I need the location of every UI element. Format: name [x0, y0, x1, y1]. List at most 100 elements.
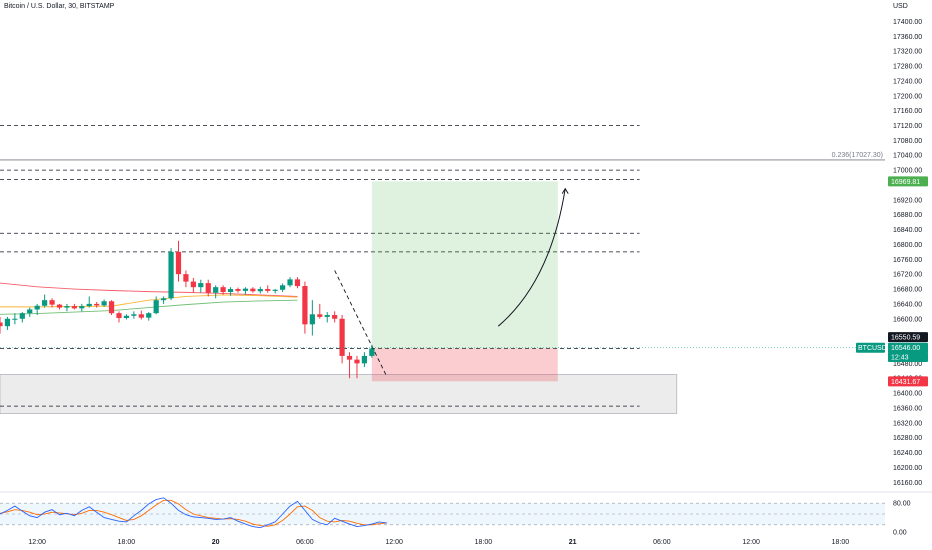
candle-body: [242, 288, 249, 291]
candle-body: [294, 279, 301, 287]
stop-zone: [371, 348, 558, 382]
candle-body: [302, 286, 308, 325]
price-axis-tick: 17200.00: [893, 93, 922, 100]
projection-arrow: [497, 188, 566, 327]
candle-body: [64, 306, 70, 308]
price-axis-tick: 17320.00: [893, 49, 922, 56]
time-axis-tick: 18:00: [832, 539, 850, 546]
candle-body: [280, 285, 286, 290]
price-axis-tick: 17080.00: [893, 138, 922, 145]
time-axis-tick: 20: [212, 539, 220, 546]
price-axis-tick: 16840.00: [893, 227, 922, 234]
price-axis-unit: USD: [893, 3, 908, 10]
symbol-tag-label: BTCUSD: [858, 345, 887, 352]
candle-body: [265, 289, 271, 291]
price-axis-tick: 16480.00: [893, 361, 922, 368]
price-axis-tick: 17000.00: [893, 168, 922, 175]
candle-body: [339, 318, 345, 356]
candle-body: [332, 315, 338, 319]
candle-body: [0, 322, 3, 327]
candle-body: [153, 300, 159, 314]
candle-body: [324, 315, 330, 317]
candle-body: [79, 306, 85, 309]
time-axis-tick: 12:00: [28, 539, 46, 546]
candle-body: [86, 303, 92, 307]
moving-average-line: [0, 294, 298, 308]
price-axis-tick: 16280.00: [893, 435, 922, 442]
time-axis-tick: 12:00: [385, 539, 403, 546]
price-axis-tick: 16400.00: [893, 391, 922, 398]
price-axis-tick: 16720.00: [893, 272, 922, 279]
candle-body: [287, 279, 293, 286]
price-tag-label: 16431.67: [891, 379, 920, 386]
price-tag: [888, 352, 928, 363]
stoch-scale-label: 80.00: [893, 501, 911, 508]
price-tag-label: 16546.00: [891, 345, 920, 352]
candle-body: [317, 314, 323, 317]
price-axis-tick: 16360.00: [893, 405, 922, 412]
candle-body: [190, 281, 196, 288]
candle-body: [369, 348, 375, 356]
candle-body: [272, 289, 278, 291]
candle-body: [227, 289, 234, 292]
candle-body: [56, 304, 63, 308]
candle-body: [146, 313, 152, 318]
moving-average-line: [0, 282, 298, 297]
candle-body: [71, 306, 77, 309]
time-axis-tick: 18:00: [475, 539, 493, 546]
candle-body: [4, 318, 11, 327]
price-axis-tick: 17240.00: [893, 78, 922, 85]
price-axis-tick: 16240.00: [893, 450, 922, 457]
candle-body: [361, 355, 368, 364]
candle-body: [138, 314, 144, 318]
price-axis-tick: 16160.00: [893, 480, 922, 487]
candle-body: [198, 283, 204, 288]
candle-body: [34, 305, 40, 310]
price-axis-tick: 16680.00: [893, 287, 922, 294]
candle-body: [19, 313, 25, 319]
candle-body: [257, 289, 263, 292]
candle-body: [354, 359, 360, 364]
price-axis-tick: 17400.00: [893, 19, 922, 26]
arrow-head-icon: [561, 187, 569, 194]
candle-body: [108, 301, 115, 314]
candle-body: [205, 283, 211, 293]
price-axis-tick: 16800.00: [893, 242, 922, 249]
price-axis-tick: 16760.00: [893, 257, 922, 264]
target-zone: [371, 181, 558, 349]
price-axis-tick: 16200.00: [893, 465, 922, 472]
price-axis-tick: 16600.00: [893, 316, 922, 323]
time-axis-tick: 12:00: [742, 539, 760, 546]
candle-body: [168, 251, 174, 299]
candle-body: [213, 287, 219, 293]
moving-average-line: [0, 299, 298, 315]
candle-body: [27, 309, 33, 314]
price-axis-tick: 16920.00: [893, 197, 922, 204]
support-zone: [0, 374, 678, 414]
price-axis-tick: 17280.00: [893, 64, 922, 71]
candle-body: [161, 298, 167, 301]
candle-body: [220, 287, 226, 292]
price-axis-tick: 16880.00: [893, 212, 922, 219]
time-axis-tick: 06:00: [296, 539, 314, 546]
price-tag-label: 12:43: [891, 355, 909, 362]
candle-body: [49, 300, 55, 305]
price-axis-tick: 16640.00: [893, 301, 922, 308]
candle-body: [309, 314, 315, 325]
price-axis-tick: 16320.00: [893, 420, 922, 427]
candle-body: [116, 313, 122, 319]
price-tag-label: 16550.59: [891, 335, 920, 342]
fib-level-label: 0.236(17027.30): [832, 152, 883, 159]
candle-body: [42, 300, 48, 306]
time-axis-tick: 18:00: [118, 539, 136, 546]
candle-body: [235, 289, 241, 291]
time-axis-tick: 21: [569, 539, 577, 546]
price-axis-tick: 17160.00: [893, 108, 922, 115]
candle-body: [175, 251, 182, 275]
candle-body: [250, 288, 256, 292]
candle-body: [346, 355, 353, 360]
candle-body: [183, 274, 189, 282]
stoch-k-line: [0, 497, 387, 529]
